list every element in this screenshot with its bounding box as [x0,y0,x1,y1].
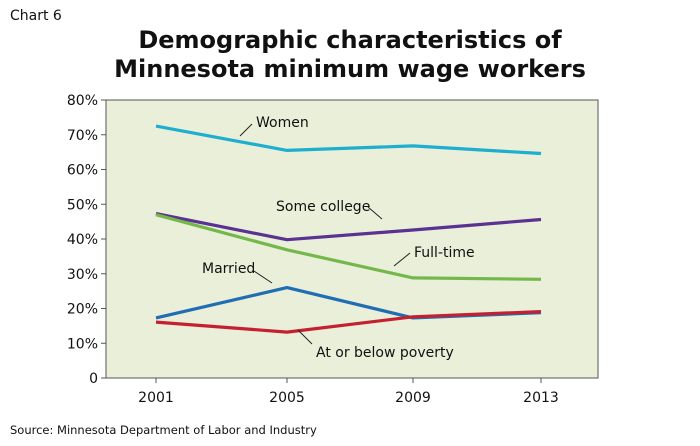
series-line-some-college [155,212,542,242]
x-axis: 2001 2005 2009 2013 [138,378,559,406]
x-tick-label: 2009 [395,390,431,406]
leader-line-women [239,123,253,137]
series-line-full-time [155,213,542,281]
chart-number-label: Chart 6 [10,8,62,24]
y-tick-label: 10% [67,336,98,352]
y-tick-label: 0 [89,371,98,387]
chart-title-line-1: Demographic characteristics of [138,26,562,54]
series-label-some-college: Some college [276,199,370,215]
x-tick-label: 2005 [269,390,305,406]
series-line-at-or-below-poverty [155,310,542,334]
series-label-married: Married [202,261,255,277]
y-axis: 0 10% 20% 30% 40% 50% 60% 70% 80% [67,93,106,387]
leader-line-at-or-below-poverty [297,329,313,345]
chart-title: Demographic characteristics of Minnesota… [0,26,700,84]
x-tick-label: 2001 [138,390,174,406]
series-annotations: Women Some college Full-time Married At or b… [202,115,475,361]
leader-line-some-college [367,206,383,220]
y-tick-label: 60% [67,163,98,179]
series-label-full-time: Full-time [414,245,475,261]
y-tick-label: 50% [67,197,98,213]
x-tick-label: 2013 [523,390,559,406]
y-tick-label: 40% [67,232,98,248]
y-tick-label: 30% [67,267,98,283]
series-lines [155,124,542,334]
y-tick-label: 20% [67,302,98,318]
series-label-women: Women [256,115,309,131]
series-line-women [155,124,542,156]
y-tick-label: 70% [67,128,98,144]
source-note: Source: Minnesota Department of Labor an… [10,423,317,437]
series-label-at-or-below-poverty: At or below poverty [316,345,454,361]
leader-line-full-time [393,252,411,267]
leader-line-married [253,270,273,284]
chart-title-line-2: Minnesota minimum wage workers [114,55,586,83]
y-tick-label: 80% [67,93,98,109]
plot-area [105,99,599,379]
